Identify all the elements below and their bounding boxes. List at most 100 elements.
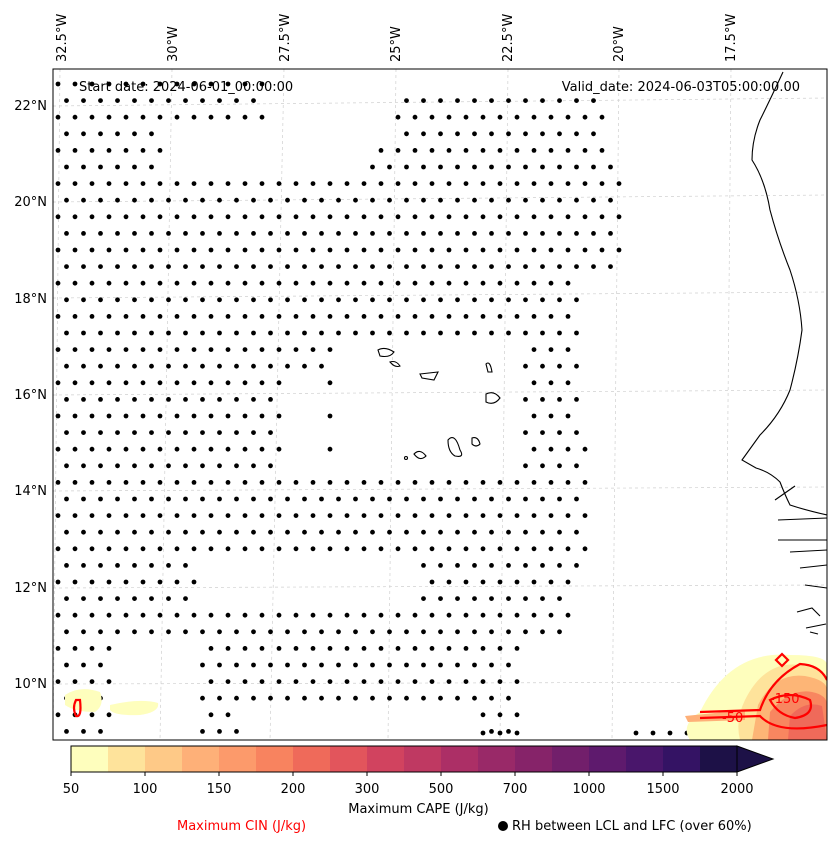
colorbar-swatch (441, 746, 479, 772)
rh-dot (421, 330, 426, 336)
rh-dot (344, 646, 350, 651)
rh-dot (225, 380, 231, 386)
rh-dot (455, 596, 460, 601)
rh-dot (327, 480, 333, 485)
rh-dot (183, 330, 188, 336)
rh-dot (251, 662, 256, 668)
rh-dot (395, 679, 401, 684)
rh-dot (497, 314, 503, 319)
rh-dot (157, 181, 163, 187)
rh-dot (276, 480, 282, 485)
rh-dot (276, 181, 282, 187)
rh-dot (480, 579, 486, 585)
rh-dot (123, 513, 129, 518)
rh-dot (259, 247, 265, 253)
rh-dot (123, 81, 129, 87)
rh-dot (514, 181, 520, 187)
rh-dot (378, 181, 384, 187)
rh-dot (149, 596, 154, 601)
colorbar-swatch (367, 746, 405, 772)
rh-dot (455, 98, 460, 103)
rh-dot (455, 629, 460, 635)
rh-dot (81, 529, 86, 535)
rh-dot (344, 181, 350, 187)
rh-dot (582, 114, 588, 120)
rh-dot (106, 513, 112, 518)
rh-dot (200, 197, 205, 203)
rh-dot (268, 397, 273, 402)
rh-dot (310, 612, 316, 618)
rh-dot (506, 596, 511, 601)
rh-dot (472, 563, 477, 568)
rh-dot (225, 546, 231, 552)
rh-dot (497, 579, 503, 585)
rh-dot (591, 231, 596, 236)
rh-dot (446, 579, 452, 585)
rh-dot (412, 314, 418, 319)
rh-dot (115, 397, 120, 402)
rh-dot (395, 513, 401, 518)
colorbar-swatch (404, 746, 442, 772)
rh-dot (166, 363, 171, 369)
rh-dot (174, 114, 180, 120)
rh-dot (225, 679, 231, 684)
rh-dot (183, 596, 188, 601)
rh-dot (438, 563, 443, 568)
rh-dot (251, 297, 256, 303)
lon-label: 22.5°W (501, 14, 516, 62)
rh-dot (174, 612, 180, 618)
rh-dot (540, 397, 545, 402)
rh-dot (225, 114, 231, 120)
rh-dot (259, 81, 265, 87)
rh-dot (140, 280, 146, 286)
rh-dot (548, 546, 554, 552)
rh-dot (557, 231, 562, 236)
rh-dot (268, 529, 273, 535)
rh-dot (310, 280, 316, 286)
rh-dot (489, 330, 494, 336)
rh-dot (565, 347, 571, 352)
rh-dot (310, 347, 316, 352)
rh-dot (395, 480, 401, 485)
rh-dot (276, 446, 282, 452)
rh-dot (421, 662, 426, 668)
rh-dot (140, 247, 146, 253)
rh-dot (489, 529, 494, 535)
rh-dot (523, 496, 528, 502)
rh-dot (336, 330, 341, 336)
rh-dot (123, 247, 129, 253)
rh-dot (174, 247, 180, 253)
rh-dot (174, 380, 180, 386)
rh-dot (319, 231, 324, 236)
lat-label: 20°N (14, 195, 47, 210)
rh-dot (557, 463, 562, 469)
rh-dot (276, 679, 282, 684)
rh-dot (140, 347, 146, 352)
rh-dot (395, 148, 401, 153)
rh-dot (497, 730, 503, 736)
rh-dot (540, 596, 545, 601)
rh-dot (276, 646, 282, 651)
rh-dot (599, 181, 605, 187)
rh-dot (557, 297, 562, 303)
rh-dot (64, 363, 69, 369)
rh-dot (200, 231, 205, 236)
rh-dot (480, 148, 486, 153)
rh-dot (608, 231, 613, 236)
rh-dot (200, 397, 205, 402)
rh-dot (268, 629, 273, 635)
rh-dot (319, 330, 324, 336)
rh-dot (497, 280, 503, 286)
colorbar-swatch (515, 746, 553, 772)
colorbar-swatch (700, 746, 738, 772)
rh-dot (361, 513, 367, 518)
rh-dot (344, 214, 350, 220)
rh-dot (387, 629, 392, 635)
rh-dot (191, 114, 197, 120)
rh-dot (259, 646, 265, 651)
rh-dot (344, 280, 350, 286)
rh-dot (72, 114, 78, 120)
rh-dot (497, 148, 503, 153)
rh-dot (523, 330, 528, 336)
rh-dot (285, 662, 290, 668)
